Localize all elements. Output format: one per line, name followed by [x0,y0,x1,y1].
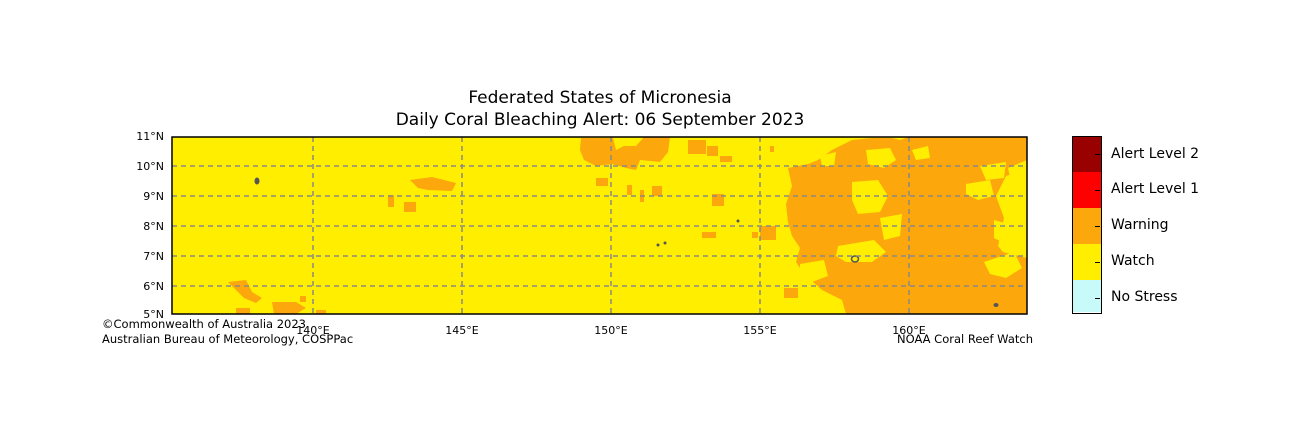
lon-label-160e: 160°E [892,324,926,337]
legend-label-alert-level-2: Alert Level 2 [1111,146,1200,162]
lon-label-140e: 140°E [296,324,330,337]
lat-label-10n: 10°N [136,160,164,173]
credit-copyright: ©Commonwealth of Australia 2023 [102,317,307,331]
legend-label-warning: Warning [1111,217,1169,233]
gridlines [172,137,1027,314]
lat-label-8n: 8°N [143,220,164,233]
legend-label-watch: Watch [1111,253,1155,269]
map-title: Federated States of Micronesia [468,88,732,108]
credit-bom: Australian Bureau of Meteorology, COSPPa… [102,332,354,346]
islands [254,177,999,307]
lat-label-5n: 5°N [143,308,164,321]
map-frame [171,136,1028,315]
lat-label-9n: 9°N [143,190,164,203]
map-subtitle: Daily Coral Bleaching Alert: 06 Septembe… [395,110,805,130]
lon-label-150e: 150°E [594,324,628,337]
legend-label-alert-level-1: Alert Level 1 [1111,181,1200,197]
legend-swatch-no-stress [1073,280,1101,312]
legend-label-no-stress: No Stress [1111,289,1178,305]
lon-label-145e: 145°E [445,324,479,337]
lat-label-7n: 7°N [143,250,164,263]
lat-label-6n: 6°N [143,280,164,293]
credit-noaa: NOAA Coral Reef Watch [897,332,1033,346]
legend-colorbar [1072,136,1102,314]
lon-label-155e: 155°E [743,324,777,337]
lat-label-11n: 11°N [136,130,164,143]
watch-pockets [800,146,1027,282]
